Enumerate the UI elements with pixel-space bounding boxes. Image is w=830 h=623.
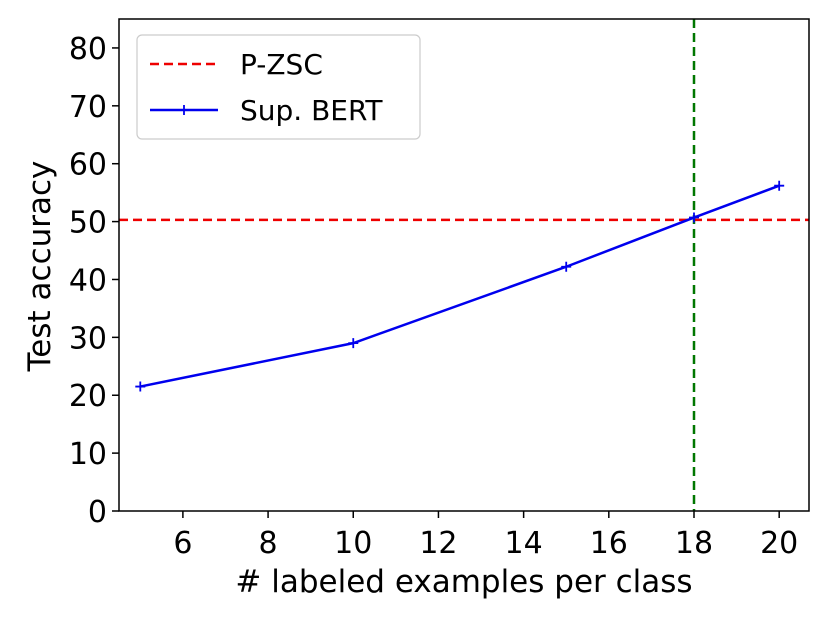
y-tick-label: 40 <box>69 263 107 298</box>
legend-box <box>136 34 421 140</box>
data-point <box>348 338 359 349</box>
data-point <box>689 212 699 223</box>
y-tick-label: 10 <box>69 437 107 472</box>
x-axis: 6 8 10 12 14 16 18 20 <box>173 511 798 561</box>
x-axis-label: # labeled examples per class <box>235 564 692 600</box>
x-tick-label: 6 <box>173 526 192 561</box>
y-tick-label: 20 <box>69 379 107 414</box>
data-point <box>774 180 785 191</box>
y-tick-label: 80 <box>69 32 107 67</box>
sup-bert-line <box>140 184 780 388</box>
y-tick-label: 30 <box>69 321 107 356</box>
x-tick-label: 10 <box>334 526 372 561</box>
data-point <box>135 381 146 392</box>
axes-frame <box>118 18 810 512</box>
y-tick-label: 60 <box>69 148 107 183</box>
y-axis: 0 10 20 30 40 50 60 70 80 <box>69 32 119 530</box>
legend-label-sup-bert: Sup. BERT <box>240 94 383 127</box>
y-tick-label: 0 <box>88 495 107 530</box>
x-tick-label: 16 <box>590 526 628 561</box>
y-tick-label: 70 <box>69 90 107 125</box>
y-tick-label: 50 <box>69 206 107 241</box>
x-tick-label: 14 <box>505 526 543 561</box>
x-tick-label: 8 <box>259 526 278 561</box>
x-tick-label: 18 <box>675 526 713 561</box>
legend-plus-marker <box>179 105 189 115</box>
data-point <box>561 261 572 272</box>
x-tick-label: 20 <box>760 526 798 561</box>
y-axis-label: Test accuracy <box>22 161 58 373</box>
legend: P-ZSC Sup. BERT <box>136 34 421 140</box>
legend-label-p-zsc: P-ZSC <box>240 48 323 81</box>
x-tick-label: 12 <box>419 526 457 561</box>
